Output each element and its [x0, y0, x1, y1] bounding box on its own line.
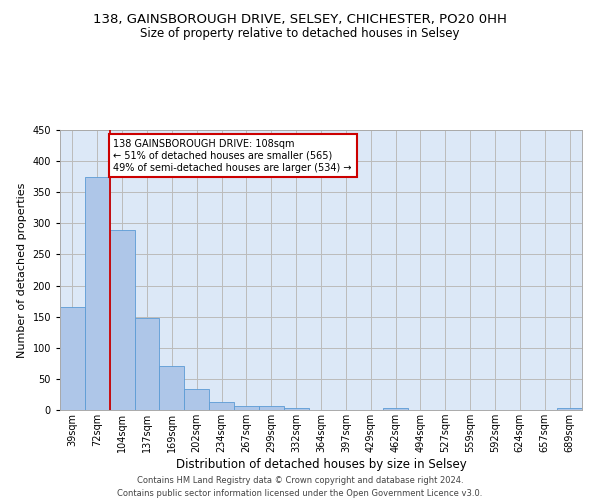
X-axis label: Distribution of detached houses by size in Selsey: Distribution of detached houses by size … [176, 458, 466, 471]
Bar [134, 318, 160, 410]
Bar [383, 408, 408, 410]
Bar [557, 408, 582, 410]
Y-axis label: Number of detached properties: Number of detached properties [17, 182, 27, 358]
Bar [259, 406, 284, 410]
Bar [234, 406, 259, 410]
Bar [284, 408, 308, 410]
Text: Size of property relative to detached houses in Selsey: Size of property relative to detached ho… [140, 28, 460, 40]
Text: 138, GAINSBOROUGH DRIVE, SELSEY, CHICHESTER, PO20 0HH: 138, GAINSBOROUGH DRIVE, SELSEY, CHICHES… [93, 12, 507, 26]
Text: Contains HM Land Registry data © Crown copyright and database right 2024.
Contai: Contains HM Land Registry data © Crown c… [118, 476, 482, 498]
Bar [85, 176, 110, 410]
Bar [60, 308, 85, 410]
Bar [160, 366, 184, 410]
Bar [184, 390, 209, 410]
Text: 138 GAINSBOROUGH DRIVE: 108sqm
← 51% of detached houses are smaller (565)
49% of: 138 GAINSBOROUGH DRIVE: 108sqm ← 51% of … [113, 140, 352, 172]
Bar [209, 402, 234, 410]
Bar [110, 230, 134, 410]
